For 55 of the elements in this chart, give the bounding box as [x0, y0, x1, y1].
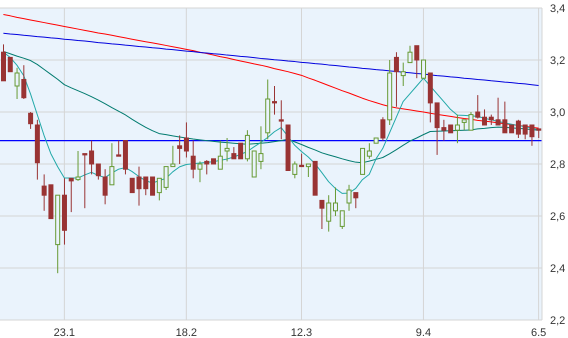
y-tick-label: 2,4: [550, 262, 566, 275]
candlestick: [340, 210, 345, 230]
candlestick: [68, 178, 74, 213]
candlestick: [346, 184, 352, 212]
candlestick: [170, 145, 176, 168]
candlestick: [468, 112, 474, 131]
candlestick: [306, 164, 311, 178]
candlestick: [258, 126, 264, 170]
candlestick: [278, 100, 284, 140]
x-tick-label: 9.4: [416, 326, 432, 338]
candlestick: [21, 64, 26, 100]
candlestick: [272, 86, 277, 116]
candlestick: [462, 119, 467, 131]
candlestick: [292, 160, 298, 179]
candlestick: [332, 186, 338, 216]
candlestick: [96, 164, 101, 180]
candlestick: [14, 67, 20, 100]
candlestick: [218, 140, 223, 170]
candlestick: [136, 166, 142, 206]
x-tick-label: 18.2: [176, 326, 198, 338]
line-series: [2, 32, 540, 86]
candlestick: [8, 56, 13, 72]
candlestick: [42, 174, 47, 212]
candlestick: [184, 122, 189, 158]
candlestick: [28, 112, 34, 130]
candlestick: [380, 116, 386, 142]
candlestick: [421, 60, 426, 79]
candlestick: [224, 138, 230, 162]
candlestick: [190, 140, 196, 179]
x-tick-label: 6.5: [530, 326, 546, 338]
x-tick-label: 23.1: [54, 326, 76, 338]
y-tick-label: 3,2: [550, 54, 566, 67]
candlestick: [76, 150, 81, 182]
y-tick-label: 3,0: [550, 106, 566, 119]
x-tick-label: 12.3: [290, 326, 312, 338]
candlestick: [130, 178, 135, 194]
candlestick: [197, 160, 202, 183]
candlestick: [400, 62, 406, 86]
y-tick-label: 2,6: [550, 210, 566, 223]
candlestick: [394, 52, 399, 108]
candlestick: [116, 140, 122, 157]
candlestick: [299, 153, 304, 168]
candlestick: [177, 134, 182, 164]
y-tick-label: 2,8: [550, 158, 566, 171]
candlestick: [319, 200, 324, 230]
y-tick-label: 2,2: [550, 314, 566, 327]
candlestick: [408, 45, 412, 64]
candlestick: [326, 194, 332, 232]
y-tick-label: 3,4: [550, 2, 566, 15]
candlestick: [366, 142, 372, 160]
candlestick: [414, 45, 420, 79]
candlestick: [454, 114, 460, 144]
candlestick: [109, 142, 114, 186]
candlestick: [353, 192, 358, 209]
candlestick: [102, 168, 108, 205]
